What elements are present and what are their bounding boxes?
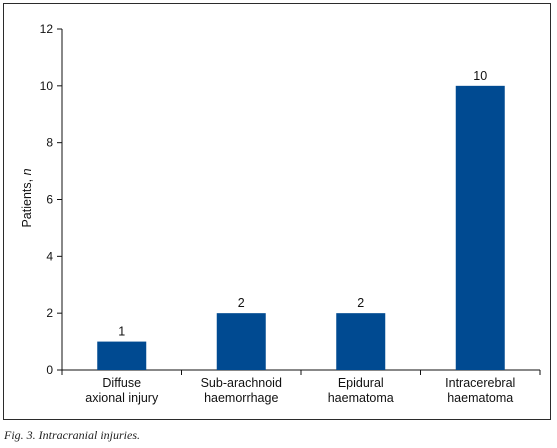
data-label: 10	[473, 69, 487, 83]
x-category-label: Intracerebral haematoma	[445, 376, 515, 405]
y-axis-title-text: Patients,	[20, 175, 34, 227]
bar	[216, 313, 266, 370]
data-label: 1	[118, 325, 125, 339]
y-tick-label: 12	[40, 22, 54, 36]
data-label: 2	[238, 296, 245, 310]
bar	[336, 313, 386, 370]
x-category-label-line: Diffuse	[102, 376, 141, 390]
x-category-label-line: Epidural	[338, 376, 384, 390]
x-category-label-line: haemorrhage	[204, 391, 278, 405]
bar	[455, 85, 505, 370]
y-tick-label: 8	[46, 136, 53, 150]
bar	[97, 341, 147, 370]
x-category-label: Epidural haematoma	[328, 376, 394, 405]
bars	[97, 85, 505, 370]
figure-caption: Fig. 3. Intracranial injuries.	[4, 428, 140, 442]
y-tick-label: 10	[40, 79, 54, 93]
data-label: 2	[357, 296, 364, 310]
x-category-label-line: Sub-arachnoid	[201, 376, 282, 390]
x-category-label-line: haematoma	[447, 391, 513, 405]
y-tick-label: 0	[46, 363, 53, 377]
x-category-label-line: haematoma	[328, 391, 394, 405]
x-category-label: Diffuse axional injury	[85, 376, 159, 405]
y-tick-label: 2	[46, 306, 53, 320]
x-category-label-line: axional injury	[85, 391, 159, 405]
x-category-label: Sub-arachnoid haemorrhage	[201, 376, 282, 405]
y-axis-title-italic: n	[20, 168, 34, 175]
y-tick-label: 4	[46, 249, 53, 263]
y-tick-label: 6	[46, 193, 53, 207]
x-category-label-line: Intracerebral	[445, 376, 515, 390]
y-axis-title: Patients, n	[20, 168, 34, 227]
